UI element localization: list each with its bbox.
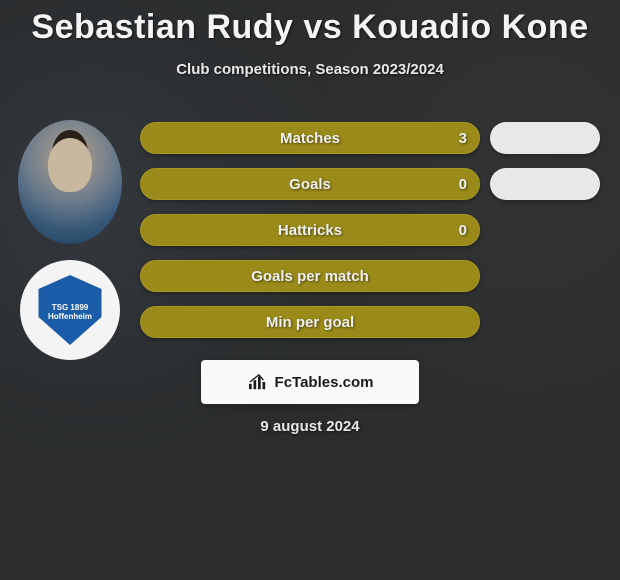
stat-label: Min per goal [266,314,354,331]
club-shield-icon: TSG 1899 Hoffenheim [35,275,105,345]
stat-bar-min-per-goal: Min per goal [140,306,480,338]
player-left-column: TSG 1899 Hoffenheim [10,120,130,360]
stat-value-left: 0 [459,222,467,239]
chart-icon [247,373,269,391]
stat-value-left: 0 [459,176,467,193]
stat-label: Matches [280,130,340,147]
player-right-column [490,122,600,200]
stat-bars: Matches 3 Goals 0 Hattricks 0 Goals per … [140,122,480,338]
stat-label: Hattricks [278,222,342,239]
date-label: 9 august 2024 [260,418,359,435]
stat-label: Goals [289,176,331,193]
club-logo-text: TSG 1899 Hoffenheim [35,304,105,322]
club-logo: TSG 1899 Hoffenheim [20,260,120,360]
brand-badge: FcTables.com [201,360,419,404]
stat-pill-matches [490,122,600,154]
stat-value-left: 3 [459,130,467,147]
page-title: Sebastian Rudy vs Kouadio Kone [0,0,620,47]
player-avatar [18,120,122,244]
brand-label: FcTables.com [275,374,374,391]
stat-bar-hattricks: Hattricks 0 [140,214,480,246]
subtitle: Club competitions, Season 2023/2024 [0,61,620,78]
stat-bar-matches: Matches 3 [140,122,480,154]
stat-bar-goals-per-match: Goals per match [140,260,480,292]
stat-label: Goals per match [251,268,369,285]
stat-pill-goals [490,168,600,200]
stat-bar-goals: Goals 0 [140,168,480,200]
